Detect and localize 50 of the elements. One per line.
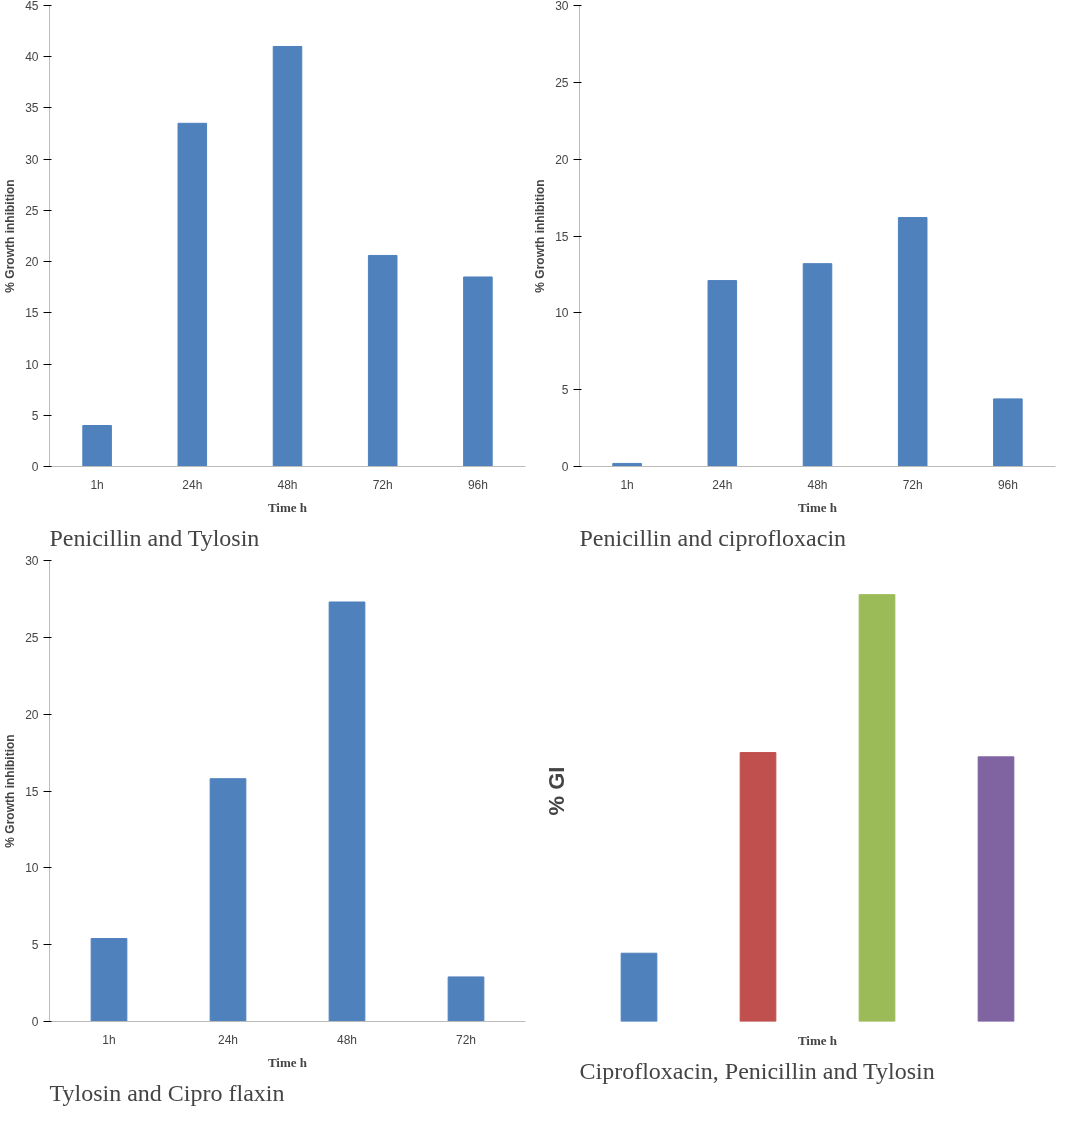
x-axis-title: Time h xyxy=(267,499,308,515)
y-tick-label: 10 xyxy=(25,861,39,876)
text: Ciprofloxacin, Penicillin and Tylosin xyxy=(579,1057,935,1084)
y-tick-label: 15 xyxy=(25,306,39,321)
y-tick-label: 10 xyxy=(25,357,39,372)
x-tick-label: 1h xyxy=(90,477,104,492)
x-tick-label: 24h xyxy=(217,1032,239,1047)
y-tick-label: 40 xyxy=(25,50,39,65)
y-tick-label: 0 xyxy=(31,1015,39,1029)
y-axis-title: % Growth inhibition xyxy=(3,179,18,293)
x-tick-label: 48h xyxy=(807,477,828,492)
x-tick-label: 48h xyxy=(336,1032,358,1047)
text: Tylosin and Cipro flaxin xyxy=(49,1079,285,1106)
y-tick-label: 20 xyxy=(555,152,569,167)
y-axis-title: % Growth inhibition xyxy=(533,179,548,293)
y-tick-label: 25 xyxy=(25,203,39,218)
x-tick-label: 48h xyxy=(277,477,298,492)
text: Penicillin and ciprofloxacin xyxy=(579,524,847,551)
y-tick-label: 0 xyxy=(31,460,39,474)
x-tick-label: 96h xyxy=(997,477,1018,492)
y-tick-label: 15 xyxy=(25,784,39,799)
y-tick-label: 30 xyxy=(555,0,569,13)
x-tick-label: 24h xyxy=(182,477,203,492)
y-tick-label: 30 xyxy=(25,554,39,568)
x-tick-label: 24h xyxy=(712,477,733,492)
x-tick-label: 72h xyxy=(455,1032,477,1047)
x-tick-label: 1h xyxy=(620,477,634,492)
y-tick-label: 15 xyxy=(555,229,569,244)
y-tick-label: 25 xyxy=(25,630,39,645)
y-tick-label: 10 xyxy=(555,306,569,321)
x-tick-label: 96h xyxy=(467,477,488,492)
y-tick-label: 20 xyxy=(25,255,39,270)
y-tick-label: 5 xyxy=(31,408,39,423)
x-tick-label: 72h xyxy=(902,477,923,492)
y-tick-label: 5 xyxy=(31,938,39,953)
text: Penicillin and Tylosin xyxy=(49,524,260,551)
y-tick-label: 5 xyxy=(561,383,569,398)
y-axis-title: % Growth inhibition xyxy=(3,734,18,848)
y-tick-label: 45 xyxy=(25,0,39,13)
x-axis-title: Time h xyxy=(797,1032,838,1048)
y-tick-label: 25 xyxy=(555,75,569,90)
x-tick-label: 1h xyxy=(102,1032,116,1047)
x-axis-title: Time h xyxy=(797,499,838,515)
x-tick-label: 72h xyxy=(372,477,393,492)
y-tick-label: 0 xyxy=(561,460,569,474)
y-axis-title: % GI xyxy=(543,766,569,816)
x-axis-title: Time h xyxy=(267,1054,308,1070)
y-tick-label: 20 xyxy=(25,707,39,722)
y-tick-label: 30 xyxy=(25,152,39,167)
y-tick-label: 35 xyxy=(25,101,39,116)
